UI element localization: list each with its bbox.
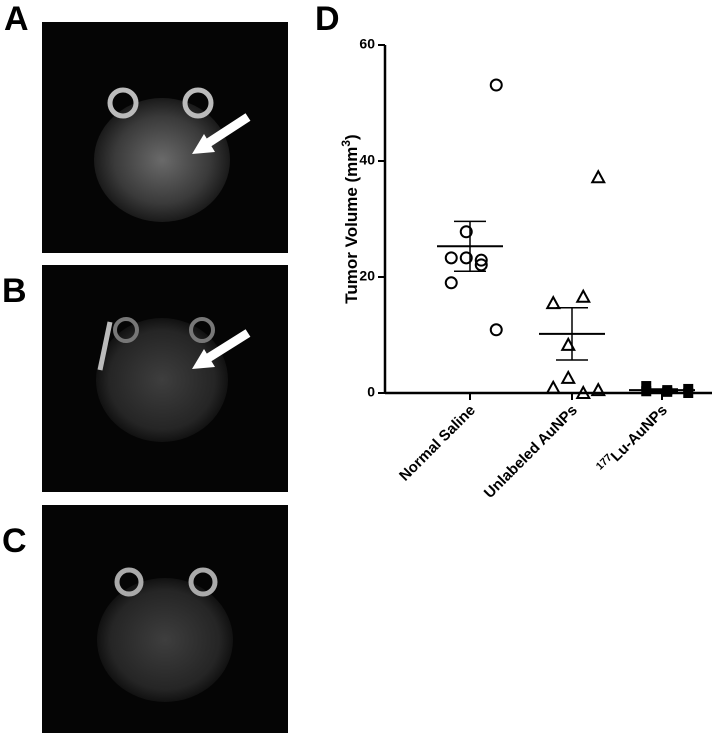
point xyxy=(489,78,503,92)
point xyxy=(489,323,503,337)
panel-label: B xyxy=(2,272,27,310)
text-part: Tumor Volume (mm xyxy=(342,147,361,304)
panel-label: A xyxy=(4,0,29,38)
point xyxy=(560,369,576,384)
point xyxy=(459,251,473,265)
image-c xyxy=(42,505,288,733)
point xyxy=(683,388,694,398)
x-tick-label: Unlabeled AuNPs xyxy=(481,402,581,502)
point xyxy=(545,379,561,394)
text-part: Unlabeled AuNPs xyxy=(481,402,581,502)
x-tick-label: 177Lu-AuNPs xyxy=(594,400,671,477)
panel-label: D xyxy=(315,0,340,38)
point xyxy=(575,384,591,399)
text-part: Normal Saline xyxy=(396,402,479,485)
x-tick-label: Normal Saline xyxy=(396,402,479,485)
image-a xyxy=(42,22,288,253)
point xyxy=(590,382,606,397)
point xyxy=(641,381,652,392)
chart: 0 20 40 60 Tumor Volume (mm3) Normal Saline Un… xyxy=(339,36,712,502)
text-part: ) xyxy=(342,134,361,140)
point xyxy=(459,225,473,239)
point xyxy=(474,258,488,272)
text-part: Lu-AuNPs xyxy=(608,402,671,465)
point xyxy=(545,295,561,310)
y-tick-label: 60 xyxy=(359,36,375,52)
point xyxy=(474,253,488,267)
panel-label: C xyxy=(2,522,27,560)
y-axis-label: Tumor Volume (mm3) xyxy=(339,134,361,303)
point xyxy=(575,288,591,303)
point xyxy=(590,169,606,184)
y-tick-label: 0 xyxy=(367,384,375,400)
image-b xyxy=(42,265,288,492)
superscript: 3 xyxy=(339,140,353,147)
point xyxy=(444,251,458,265)
y-tick-label: 40 xyxy=(359,152,375,168)
y-tick-label: 20 xyxy=(359,268,375,284)
point xyxy=(444,276,458,290)
